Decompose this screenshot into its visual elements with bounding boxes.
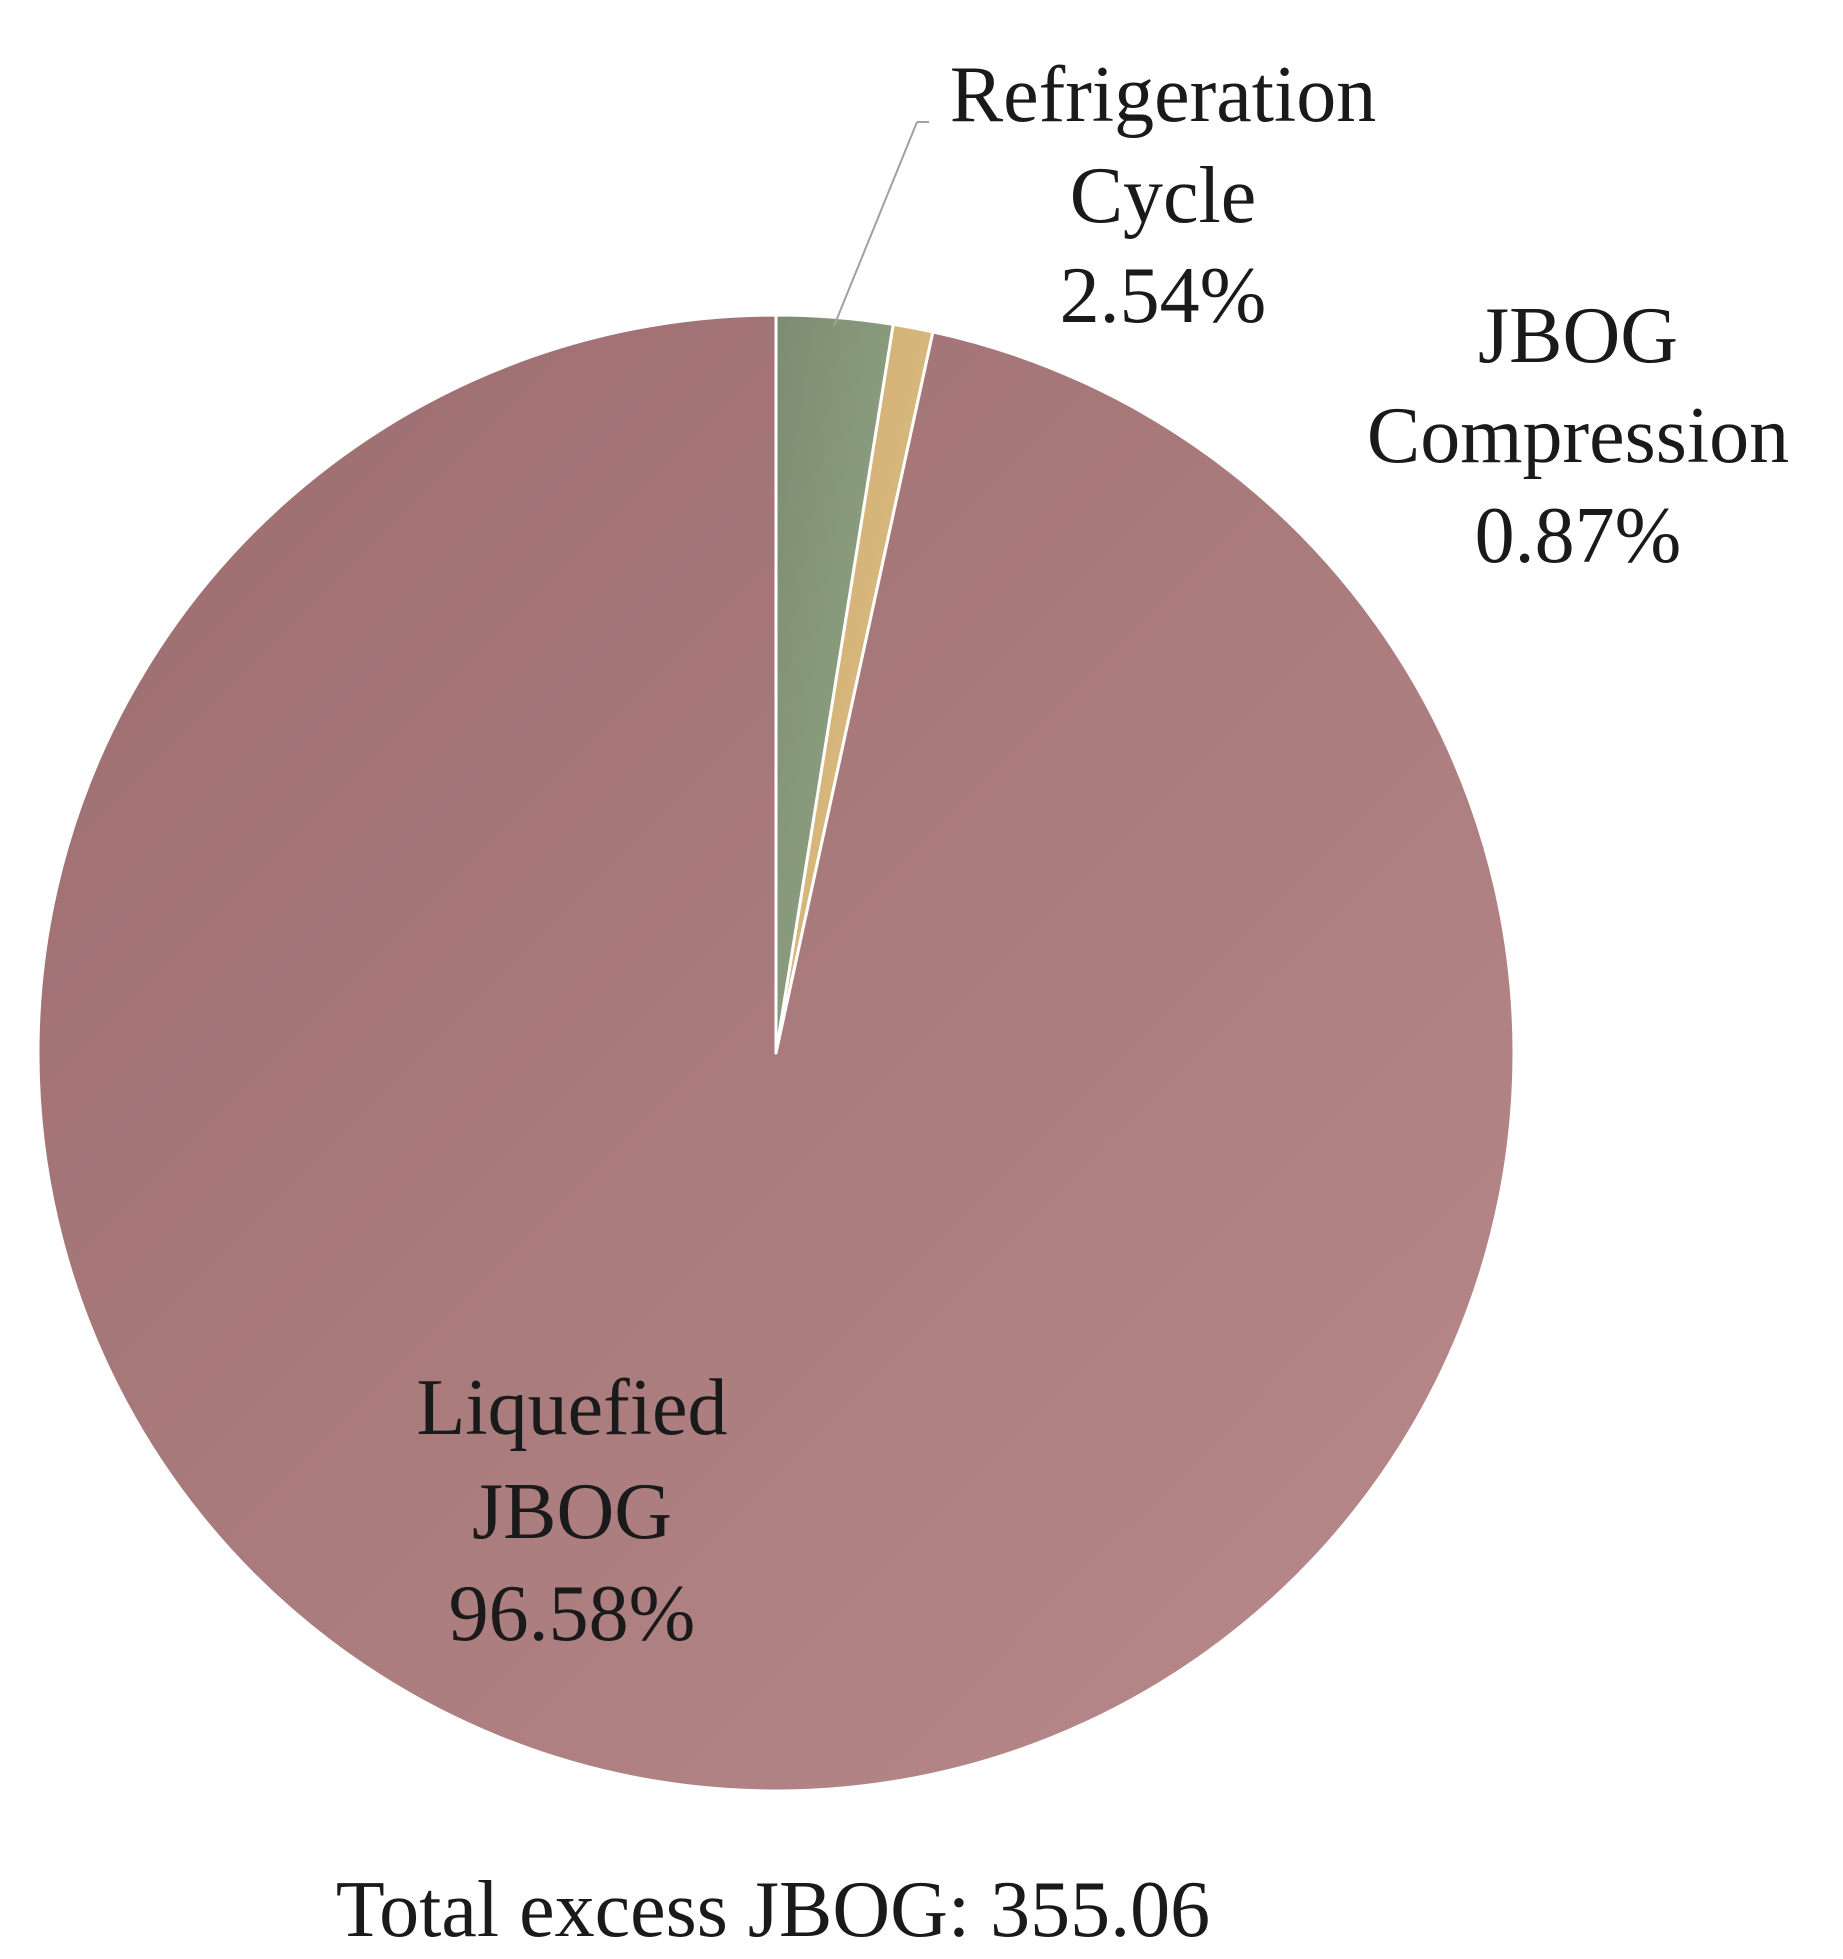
slice-label-line: Liquefied — [417, 1364, 728, 1452]
slice-label-line: JBOG — [1478, 292, 1678, 380]
slice-percent-label: 2.54% — [1060, 252, 1267, 340]
data-label-refrigeration-cycle: Refrigeration Cycle 2.54% — [950, 51, 1376, 340]
slice-percent-label: 0.87% — [1475, 492, 1682, 580]
pie-slice-liquefied-jbog — [36, 313, 1516, 1793]
slice-label-line: Cycle — [1070, 152, 1257, 240]
slice-label-line: Compression — [1367, 392, 1789, 480]
slice-label-line: JBOG — [472, 1468, 672, 1556]
leader-line-refrigeration-cycle — [833, 121, 918, 327]
slice-percent-label: 96.58% — [449, 1570, 696, 1658]
data-label-jbog-compression: JBOG Compression 0.87% — [1367, 292, 1789, 580]
slice-label-line: Refrigeration — [950, 51, 1376, 139]
chart-footer-total: Total excess JBOG: 355.06 — [336, 1866, 1210, 1954]
pie-slices — [36, 313, 1516, 1793]
data-label-liquefied-jbog: Liquefied JBOG 96.58% — [417, 1364, 728, 1658]
